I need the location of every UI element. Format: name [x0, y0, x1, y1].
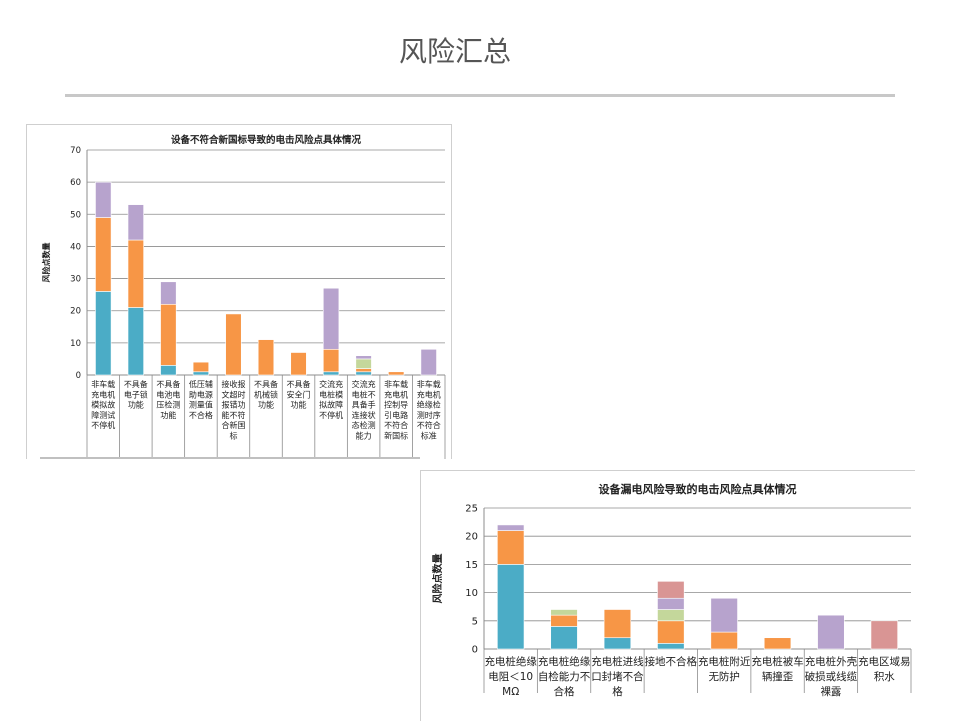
bar-segment-4-1 [710, 631, 738, 650]
bar-segment-4-3 [710, 597, 738, 633]
y-axis-label: 风险点数量 [431, 554, 444, 604]
chart-title: 设备漏电风险导致的电击风险点具体情况 [599, 482, 797, 496]
y-tick-label: 60 [70, 178, 81, 188]
x-category-label: 充电区域易积水 [858, 655, 911, 683]
y-tick-label: 5 [472, 616, 478, 627]
bar-segment-3-4 [657, 581, 685, 599]
y-tick-label: 10 [70, 339, 81, 349]
x-category-label: 非车载充电机绝缘检测时序不符合标准 [417, 379, 441, 441]
y-tick-label: 70 [70, 146, 81, 156]
x-category-label: 充电桩附近无防护 [698, 655, 751, 683]
x-category-label: 不具备电子锁功能 [124, 379, 148, 410]
bar-segment-0-1 [497, 530, 525, 565]
x-category-label: 充电桩绝缘电阻＜10 MΩ [484, 655, 537, 698]
x-category-label: 低压辅助电源测量值不合格 [189, 379, 213, 420]
bar-segment-8-1 [355, 368, 372, 373]
x-category-label: 接地不合格 [645, 655, 698, 668]
x-category-label: 非车载充电机控制导引电路不符合新国标 [384, 379, 408, 441]
slide-title: 风险汇总 [398, 35, 511, 68]
bar-segment-1-1 [550, 614, 578, 627]
x-category-label: 接收报文超时报错功能不符合新国标 [221, 379, 245, 441]
chart-panel-standard-violations: 设备不符合新国标导致的电击风险点具体情况风险点数量 0 10 20 30 40 50 60 70… [26, 124, 452, 459]
x-category-label: 不具备安全门功能 [287, 379, 311, 410]
bar-segment-3-1 [192, 361, 210, 373]
y-axis-label: 风险点数量 [41, 243, 51, 283]
bar-segment-0-0 [497, 564, 525, 650]
bar-segment-2-3 [160, 281, 177, 305]
y-tick-label: 15 [465, 560, 478, 571]
bar-segment-8-2 [355, 358, 372, 369]
y-tick-label: 50 [70, 210, 81, 220]
bar-segment-1-0 [127, 307, 144, 376]
y-tick-label: 25 [465, 504, 478, 515]
x-category-label: 不具备机械锁功能 [254, 379, 278, 410]
x-category-label: 充电桩被车辆撞歪 [751, 655, 804, 683]
bar-segment-7-3 [322, 287, 340, 350]
bar-segment-5-1 [257, 339, 275, 376]
bar-segment-2-1 [603, 609, 632, 639]
bar-segment-10-3 [420, 348, 437, 376]
bar-segment-8-3 [355, 355, 372, 360]
bar-segment-5-1 [763, 637, 792, 650]
bar-segment-0-0 [95, 291, 112, 376]
bar-segment-3-3 [657, 597, 685, 610]
bar-segment-1-3 [127, 204, 144, 241]
x-category-label: 充电桩绝缘自检能力不合格 [538, 655, 591, 698]
chart-title: 设备不符合新国标导致的电击风险点具体情况 [171, 134, 362, 146]
y-tick-label: 0 [76, 371, 81, 381]
x-category-label: 交流充电桩模拟故障不停机 [319, 379, 343, 420]
bar-segment-3-1 [657, 620, 685, 644]
x-category-label: 充电桩进线口封堵不合格 [591, 655, 644, 698]
bar-segment-0-3 [497, 524, 525, 531]
bar-segment-2-0 [603, 637, 632, 650]
bar-segment-3-0 [657, 643, 685, 650]
bar-segment-7-0 [322, 371, 340, 376]
y-tick-label: 20 [70, 307, 81, 317]
bar-segment-1-2 [550, 609, 578, 616]
bar-segment-8-0 [355, 371, 372, 376]
title-divider [65, 94, 895, 97]
x-category-label: 交流充电桩不具备手连接状态检测能力 [352, 379, 376, 441]
bar-segment-0-1 [95, 217, 112, 292]
divider-line [40, 457, 420, 459]
bar-segment-3-2 [657, 609, 685, 622]
bar-segment-7-4 [870, 620, 898, 650]
y-tick-label: 40 [70, 242, 81, 252]
x-category-label: 非车载充电机模拟故障测试不停机 [91, 379, 115, 430]
bar-segment-6-1 [290, 352, 307, 376]
y-tick-label: 30 [70, 275, 81, 285]
y-tick-label: 20 [465, 532, 478, 543]
y-tick-label: 0 [472, 645, 478, 656]
bar-segment-2-0 [160, 365, 177, 376]
bar-segment-2-1 [160, 303, 177, 366]
bar-segment-1-1 [127, 239, 144, 308]
bar-segment-6-3 [817, 614, 845, 650]
x-category-label: 不具备电池电压检测功能 [156, 379, 180, 420]
y-tick-label: 10 [465, 588, 478, 599]
x-category-label: 充电桩外壳破损或线缆裸露 [805, 655, 858, 698]
bar-segment-7-1 [322, 348, 340, 373]
bar-segment-1-0 [550, 626, 578, 650]
bar-segment-9-1 [388, 371, 405, 376]
bar-segment-4-1 [225, 313, 242, 376]
bar-segment-3-0 [192, 371, 210, 376]
chart-panel-leakage-risks: 设备漏电风险导致的电击风险点具体情况风险点数量 0 5 10 15 20 25 充电桩绝缘电阻… [420, 470, 915, 721]
bar-segment-0-3 [95, 181, 112, 218]
